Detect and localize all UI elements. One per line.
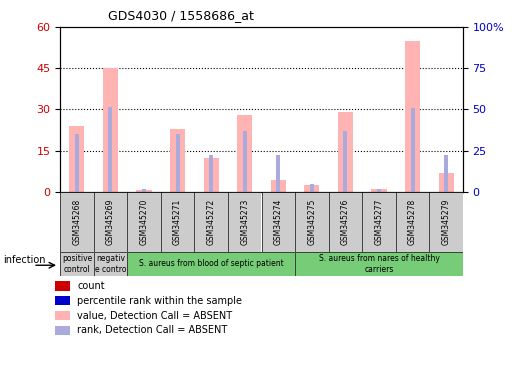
Bar: [304, 185, 320, 192]
Text: count: count: [77, 281, 105, 291]
Text: S. aureus from nares of healthy
carriers: S. aureus from nares of healthy carriers: [319, 254, 439, 274]
FancyBboxPatch shape: [60, 252, 94, 276]
Text: value, Detection Call = ABSENT: value, Detection Call = ABSENT: [77, 311, 232, 321]
Bar: [243, 131, 247, 192]
Text: GSM345270: GSM345270: [140, 199, 149, 245]
Bar: [405, 41, 420, 192]
Bar: [209, 155, 213, 192]
Text: GSM345275: GSM345275: [308, 199, 316, 245]
Bar: [438, 173, 453, 192]
Bar: [176, 134, 179, 192]
Text: GSM345277: GSM345277: [374, 199, 383, 245]
Text: percentile rank within the sample: percentile rank within the sample: [77, 296, 242, 306]
FancyBboxPatch shape: [228, 192, 262, 252]
Text: GSM345268: GSM345268: [72, 199, 82, 245]
FancyBboxPatch shape: [429, 192, 463, 252]
Bar: [338, 112, 353, 192]
Text: GSM345269: GSM345269: [106, 199, 115, 245]
Bar: [54, 311, 70, 320]
Bar: [377, 189, 381, 192]
Bar: [203, 157, 219, 192]
Bar: [170, 129, 185, 192]
Bar: [142, 189, 146, 192]
Bar: [54, 326, 70, 335]
Text: GDS4030 / 1558686_at: GDS4030 / 1558686_at: [108, 10, 254, 22]
Bar: [237, 115, 252, 192]
Text: negativ
e contro: negativ e contro: [95, 254, 126, 274]
Bar: [108, 107, 112, 192]
FancyBboxPatch shape: [161, 192, 195, 252]
Text: infection: infection: [3, 255, 46, 265]
Text: GSM345273: GSM345273: [240, 199, 249, 245]
Bar: [444, 155, 448, 192]
FancyBboxPatch shape: [328, 192, 362, 252]
Bar: [271, 180, 286, 192]
Bar: [411, 108, 415, 192]
Bar: [371, 189, 386, 192]
Bar: [54, 296, 70, 306]
Bar: [70, 126, 85, 192]
Text: GSM345274: GSM345274: [274, 199, 283, 245]
Text: GSM345279: GSM345279: [441, 199, 451, 245]
FancyBboxPatch shape: [94, 252, 127, 276]
Text: GSM345272: GSM345272: [207, 199, 215, 245]
Bar: [103, 68, 118, 192]
Bar: [137, 190, 152, 192]
Text: GSM345271: GSM345271: [173, 199, 182, 245]
FancyBboxPatch shape: [127, 192, 161, 252]
FancyBboxPatch shape: [295, 192, 328, 252]
FancyBboxPatch shape: [295, 252, 463, 276]
FancyBboxPatch shape: [94, 192, 127, 252]
Text: positive
control: positive control: [62, 254, 92, 274]
Bar: [276, 155, 280, 192]
Text: GSM345278: GSM345278: [408, 199, 417, 245]
Text: S. aureus from blood of septic patient: S. aureus from blood of septic patient: [139, 260, 283, 268]
FancyBboxPatch shape: [262, 192, 295, 252]
FancyBboxPatch shape: [127, 252, 295, 276]
Text: GSM345276: GSM345276: [341, 199, 350, 245]
FancyBboxPatch shape: [362, 192, 396, 252]
Text: rank, Detection Call = ABSENT: rank, Detection Call = ABSENT: [77, 326, 228, 336]
Bar: [344, 131, 347, 192]
Bar: [310, 184, 314, 192]
Bar: [54, 281, 70, 291]
FancyBboxPatch shape: [195, 192, 228, 252]
FancyBboxPatch shape: [396, 192, 429, 252]
FancyBboxPatch shape: [60, 192, 94, 252]
Bar: [75, 134, 79, 192]
